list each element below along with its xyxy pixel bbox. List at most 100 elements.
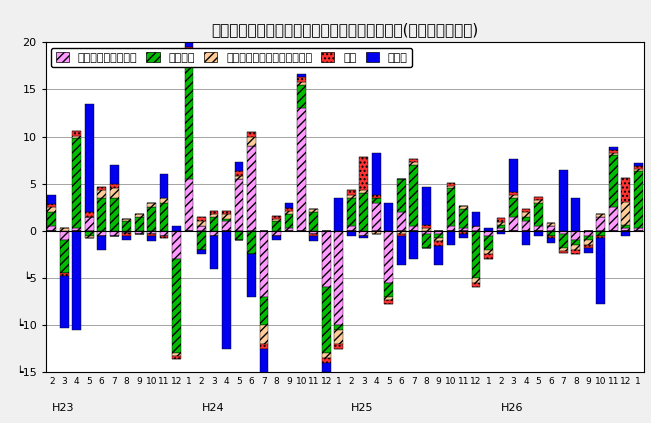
Bar xyxy=(48,207,56,212)
Bar xyxy=(309,236,318,241)
Bar xyxy=(247,137,256,146)
Bar xyxy=(497,231,505,233)
Bar xyxy=(572,240,580,245)
Bar xyxy=(260,325,268,344)
Bar xyxy=(247,146,256,231)
Bar xyxy=(534,226,543,231)
Bar xyxy=(335,344,343,349)
Bar xyxy=(85,217,94,231)
Bar xyxy=(260,231,268,297)
Bar xyxy=(372,153,381,195)
Bar xyxy=(234,179,243,231)
Bar xyxy=(384,231,393,283)
Bar xyxy=(547,239,555,243)
Bar xyxy=(159,231,169,236)
Bar xyxy=(447,226,456,231)
Bar xyxy=(559,251,568,253)
Bar xyxy=(48,226,56,231)
Bar xyxy=(98,187,106,190)
Bar xyxy=(634,163,643,166)
Bar xyxy=(60,276,68,328)
Bar xyxy=(559,231,568,233)
Bar xyxy=(210,214,218,217)
Bar xyxy=(521,212,531,217)
Bar xyxy=(521,217,531,221)
Bar xyxy=(284,214,293,228)
Bar xyxy=(572,198,580,231)
Bar xyxy=(409,162,418,165)
Bar xyxy=(322,363,331,372)
Bar xyxy=(185,47,193,52)
Bar xyxy=(234,176,243,179)
Bar xyxy=(622,178,630,202)
Bar xyxy=(484,250,493,254)
Bar xyxy=(173,353,181,356)
Bar xyxy=(596,239,605,305)
Bar xyxy=(159,203,169,231)
Bar xyxy=(422,225,430,228)
Bar xyxy=(309,233,318,236)
Bar xyxy=(309,231,318,233)
Bar xyxy=(197,226,206,231)
Bar xyxy=(260,349,268,405)
Bar xyxy=(596,214,605,217)
Bar xyxy=(397,179,406,212)
Bar xyxy=(459,228,468,231)
Bar xyxy=(434,233,443,239)
Bar xyxy=(122,221,131,231)
Bar xyxy=(210,217,218,231)
Bar xyxy=(347,198,355,226)
Bar xyxy=(459,231,468,233)
Bar xyxy=(384,283,393,297)
Bar xyxy=(472,226,480,231)
Bar xyxy=(459,233,468,239)
Bar xyxy=(384,299,393,305)
Title: 三重県鉱工業生産の業種別前月比寄与度の推移(季節調整済指数): 三重県鉱工業生産の業種別前月比寄与度の推移(季節調整済指数) xyxy=(212,22,478,37)
Bar xyxy=(559,170,568,231)
Bar xyxy=(559,233,568,248)
Bar xyxy=(185,179,193,231)
Bar xyxy=(122,233,131,236)
Bar xyxy=(210,236,218,269)
Bar xyxy=(60,231,68,240)
Bar xyxy=(110,231,118,236)
Bar xyxy=(48,204,56,207)
Bar xyxy=(572,231,580,240)
Bar xyxy=(609,155,618,207)
Bar xyxy=(572,250,580,254)
Bar xyxy=(135,217,143,231)
Bar xyxy=(584,248,592,253)
Bar xyxy=(422,233,430,248)
Bar xyxy=(260,344,268,349)
Bar xyxy=(272,221,281,231)
Bar xyxy=(309,209,318,212)
Bar xyxy=(185,52,193,56)
Legend: 電子部品・デバイス, 輸送機械, はん用・生産用・業務用機械, 化学, その他: 電子部品・デバイス, 輸送機械, はん用・生産用・業務用機械, 化学, その他 xyxy=(51,48,412,67)
Bar xyxy=(222,219,231,221)
Bar xyxy=(372,231,381,233)
Bar xyxy=(509,159,518,192)
Bar xyxy=(85,212,94,217)
Bar xyxy=(173,259,181,353)
Bar xyxy=(359,157,368,190)
Bar xyxy=(335,198,343,231)
Bar xyxy=(497,228,505,231)
Bar xyxy=(497,218,505,222)
Bar xyxy=(197,231,206,250)
Bar xyxy=(609,207,618,231)
Bar xyxy=(484,254,493,259)
Bar xyxy=(534,203,543,226)
Bar xyxy=(272,219,281,221)
Bar xyxy=(622,228,630,231)
Bar xyxy=(98,231,106,236)
Bar xyxy=(322,231,331,287)
Bar xyxy=(197,221,206,226)
Bar xyxy=(247,132,256,137)
Bar xyxy=(173,226,181,231)
Bar xyxy=(48,212,56,226)
Bar xyxy=(110,184,118,188)
Bar xyxy=(60,240,68,273)
Bar xyxy=(572,245,580,250)
Bar xyxy=(521,231,531,245)
Bar xyxy=(359,231,368,236)
